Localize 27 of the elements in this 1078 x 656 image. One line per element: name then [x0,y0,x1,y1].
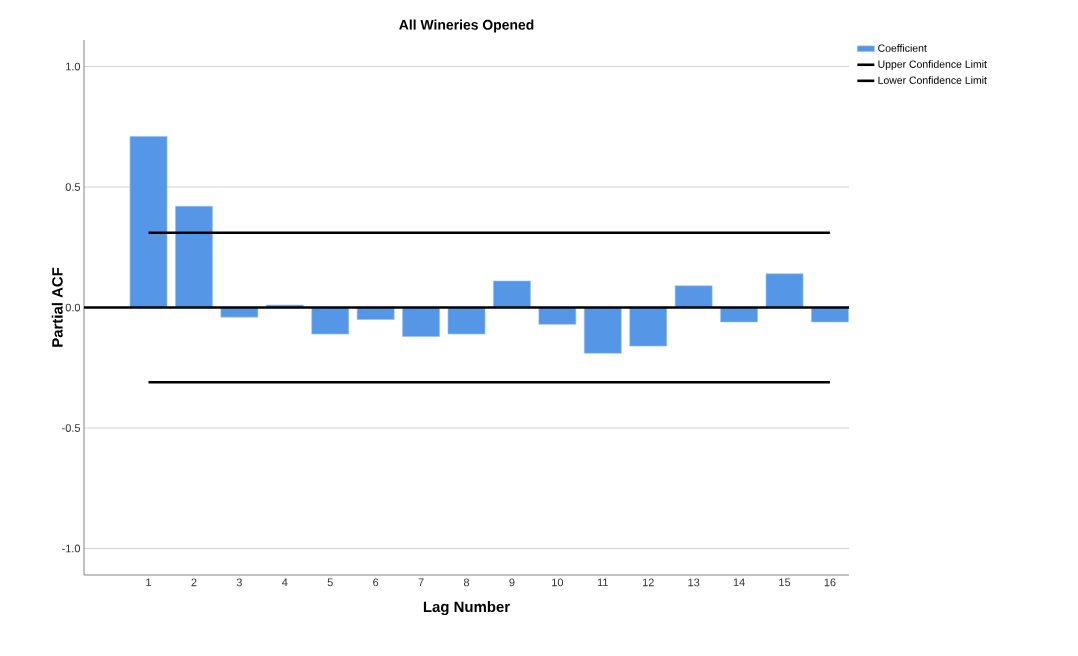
x-tick-label: 9 [509,578,515,587]
x-tick-label: 5 [327,578,333,587]
x-tick-label: 1 [146,578,152,587]
legend-label: Upper Confidence Limit [878,60,987,70]
y-tick-label: 1.0 [66,62,81,71]
x-tick-label: 16 [824,578,836,587]
x-tick-label: 15 [779,578,791,587]
legend-label: Lower Confidence Limit [878,76,987,84]
chart-title: All Wineries Opened [399,19,534,33]
x-tick-label: 12 [642,578,654,587]
x-tick-label: 4 [282,578,288,587]
x-tick-label: 10 [552,578,564,587]
y-axis-title: Partial ACF [51,267,63,347]
legend-label: Coefficient [878,44,927,52]
x-tick-label: 7 [418,578,424,587]
x-tick-label: 8 [463,578,470,587]
x-tick-label: 13 [688,578,700,587]
y-tick-label: 0.0 [65,303,81,312]
x-tick-label: 2 [191,578,197,587]
x-tick-label: 6 [373,578,379,587]
y-tick-label: 0.5 [65,183,81,191]
x-tick-label: 14 [733,578,745,587]
x-tick-label: 3 [236,578,242,587]
y-tick-label: -0.5 [62,424,81,432]
x-axis-title: Lag Number [423,601,510,616]
y-tick-label: -1.0 [62,544,81,553]
x-tick-label: 11 [597,578,608,587]
